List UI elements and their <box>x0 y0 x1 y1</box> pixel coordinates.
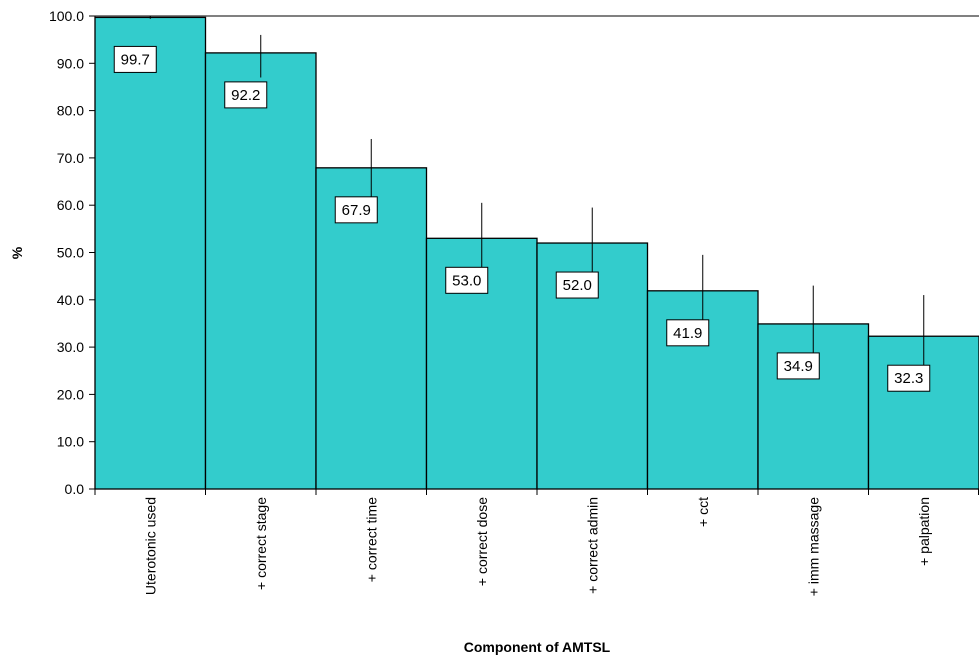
y-tick-label-4: 40.0 <box>57 292 84 308</box>
y-tick-label-9: 90.0 <box>57 55 84 71</box>
value-label-1: 99.7 <box>121 51 150 68</box>
y-axis-title: % <box>9 246 25 259</box>
category-label-8: + palpation <box>916 497 932 566</box>
value-label-3: 67.9 <box>342 202 371 219</box>
y-tick-label-0: 0.0 <box>65 481 85 497</box>
bar-2 <box>204 52 317 490</box>
value-label-4: 53.0 <box>452 272 481 289</box>
category-label-6: + cct <box>695 497 711 527</box>
category-label-7: + imm massage <box>805 497 821 596</box>
category-label-4: + correct dose <box>474 497 490 586</box>
value-label-6: 41.9 <box>673 325 702 342</box>
y-tick-label-1: 10.0 <box>57 434 84 450</box>
value-label-box-2 <box>224 81 268 109</box>
y-tick-label-8: 80.0 <box>57 103 84 119</box>
y-tick-label-10: 100.0 <box>49 8 84 24</box>
y-tick-label-5: 50.0 <box>57 245 84 261</box>
value-labels-group: 99.7 92.2 67.9 53.0 52.0 41.9 34.9 32.3 <box>113 45 931 392</box>
value-label-box-1 <box>113 45 157 73</box>
value-label-box-5 <box>555 271 599 299</box>
value-label-7: 34.9 <box>784 358 813 375</box>
value-label-8: 32.3 <box>894 370 923 387</box>
x-axis-title: Component of AMTSL <box>464 639 611 655</box>
bar-1 <box>94 16 207 490</box>
y-tick-label-3: 30.0 <box>57 339 84 355</box>
value-label-box-8 <box>887 364 931 392</box>
axes-group: Uterotonic used + correct stage + correct … <box>49 8 979 596</box>
value-label-2: 92.2 <box>231 87 260 104</box>
category-label-2: + correct stage <box>253 497 269 590</box>
category-label-5: + correct admin <box>584 497 600 594</box>
y-tick-label-6: 60.0 <box>57 197 84 213</box>
value-label-box-6 <box>666 319 710 347</box>
y-tick-label-7: 70.0 <box>57 150 84 166</box>
y-tick-label-2: 20.0 <box>57 386 84 402</box>
value-label-box-4 <box>445 266 489 294</box>
value-label-box-7 <box>776 352 820 380</box>
value-label-box-3 <box>334 196 378 224</box>
category-label-3: + correct time <box>363 497 379 582</box>
category-label-1: Uterotonic used <box>142 497 158 595</box>
value-label-5: 52.0 <box>563 277 592 294</box>
